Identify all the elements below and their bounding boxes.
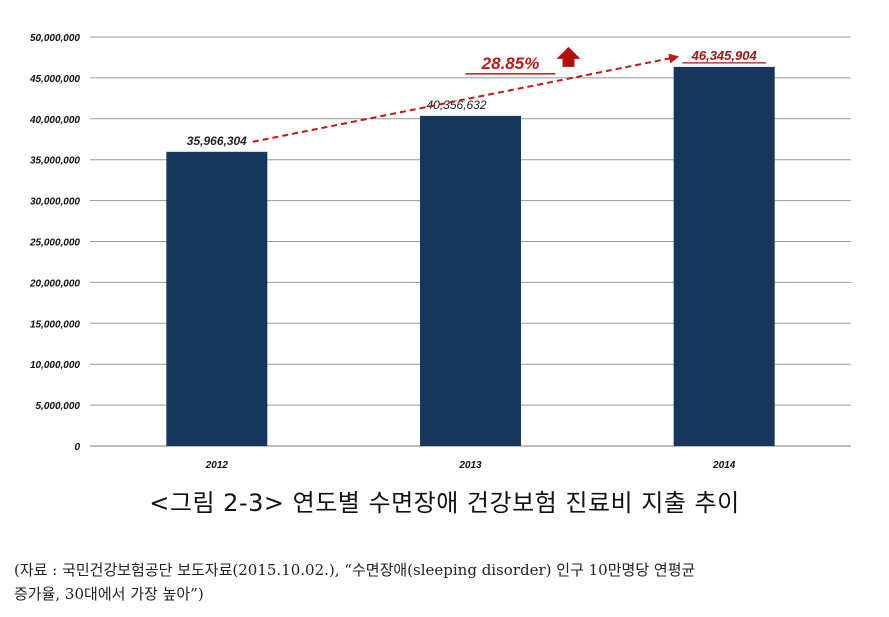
up-arrow-icon (556, 46, 581, 67)
data-labels: 35,966,304 40,356,632 46,345,904 (187, 48, 767, 148)
y-tick-label: 5,000,000 (36, 401, 81, 412)
source-note: (자료 : 국민건강보험공단 보도자료(2015.10.02.), “수면장애(… (14, 558, 879, 606)
y-tick-label: 10,000,000 (30, 360, 80, 371)
y-tick-label: 0 (74, 442, 80, 453)
bar-chart: 0 5,000,000 10,000,000 15,000,000 20,000,000… (29, 33, 851, 471)
y-tick-label: 25,000,000 (29, 238, 80, 249)
x-axis-ticks: 2012 2013 2014 (205, 460, 736, 471)
source-line-2: 증가율, 30대에서 가장 높아”) (14, 585, 204, 603)
data-label-2012: 35,966,304 (187, 134, 247, 148)
y-tick-label: 30,000,000 (30, 197, 80, 208)
bar-2013 (420, 115, 521, 446)
bar-2014 (673, 66, 775, 446)
y-tick-label: 20,000,000 (29, 278, 80, 289)
trend-arrow (252, 53, 680, 143)
figure-caption: <그림 2-3> 연도별 수면장애 건강보험 진료비 지출 추이 (149, 489, 740, 517)
x-tick-label: 2012 (205, 460, 229, 471)
y-axis-ticks: 0 5,000,000 10,000,000 15,000,000 20,000,000… (29, 33, 81, 453)
x-tick-label: 2013 (458, 460, 482, 471)
bar-2012 (166, 151, 268, 446)
y-tick-label: 35,000,000 (30, 156, 80, 167)
bars (166, 66, 775, 446)
source-line-1: (자료 : 국민건강보험공단 보도자료(2015.10.02.), “수면장애(… (14, 561, 696, 579)
y-tick-label: 50,000,000 (30, 33, 80, 44)
y-tick-label: 15,000,000 (30, 319, 80, 330)
growth-rate-label: 28.85% (481, 54, 540, 73)
data-label-2014: 46,345,904 (691, 48, 758, 63)
data-label-2013: 40,356,632 (426, 98, 486, 112)
y-tick-label: 45,000,000 (29, 74, 80, 85)
x-tick-label: 2014 (712, 460, 736, 471)
y-tick-label: 40,000,000 (29, 115, 80, 126)
